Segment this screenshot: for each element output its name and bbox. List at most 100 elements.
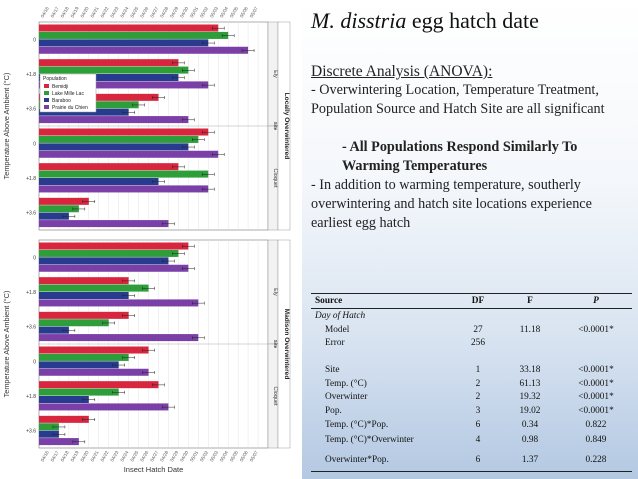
x-tick-label-bottom: 04/27 — [149, 450, 159, 463]
row-source: Overwinter — [325, 392, 368, 403]
overwinter-panel-label: Locally Overwintered — [283, 93, 290, 160]
hatch-bar — [39, 46, 249, 54]
table-section-row: Day of Hatch — [311, 309, 632, 323]
x-tick-label-top: 05/01 — [189, 6, 199, 19]
title-rest: egg hatch date — [406, 8, 539, 33]
hatch-bar — [39, 264, 189, 272]
anova-table: Source DF F P Day of Hatch Model 27 11.1… — [311, 293, 632, 473]
row-p: <0.0001* — [578, 405, 614, 416]
temp-tick-label: 0 — [33, 141, 36, 147]
legend-swatch — [44, 84, 49, 88]
x-tick-label-top: 04/23 — [109, 6, 119, 19]
row-p: <0.0001* — [578, 324, 614, 335]
x-tick-label-top: 04/25 — [129, 6, 139, 19]
panel-strip — [277, 21, 291, 231]
hatch-bar — [39, 423, 59, 431]
row-source: Temp. (°C) — [325, 378, 367, 389]
header-df: DF — [471, 296, 485, 306]
x-tick-label-top: 04/19 — [70, 6, 80, 19]
row-df: 2 — [475, 392, 481, 403]
row-df: 2 — [475, 378, 481, 389]
bullet-significance: - Overwintering Location, Temperature Tr… — [311, 82, 605, 117]
row-f: 61.13 — [519, 378, 541, 389]
table-row: Temp. (°C)*Overwinter 4 0.98 0.849 — [311, 431, 632, 451]
row-df: 4 — [475, 435, 481, 446]
hatch-bar — [39, 403, 169, 411]
x-tick-label-top: 05/04 — [219, 6, 229, 19]
x-tick-label-bottom: 04/24 — [119, 450, 129, 463]
temp-tick-label: +3.6 — [26, 211, 36, 217]
site-facet-label: Site — [273, 122, 278, 131]
hatch-bar — [39, 74, 179, 82]
x-tick-label-bottom: 05/07 — [249, 450, 259, 463]
x-tick-label-bottom: 04/22 — [99, 450, 109, 463]
hatch-bar — [39, 415, 89, 423]
row-p: 0.822 — [585, 419, 607, 430]
hatch-bar — [39, 353, 129, 361]
temp-tick-label: +3.6 — [26, 325, 36, 331]
header-p: P — [593, 296, 599, 306]
x-tick-label-top: 04/29 — [169, 6, 179, 19]
row-source: Error — [325, 338, 345, 349]
x-tick-label-top: 04/28 — [159, 6, 169, 19]
x-tick-label-bottom: 04/16 — [40, 450, 50, 463]
hatch-bar — [39, 326, 69, 334]
table-row: Temp. (°C) 2 61.13 <0.0001* — [311, 377, 632, 391]
row-source: Site — [325, 365, 340, 376]
hatch-bar — [39, 438, 79, 446]
x-tick-label-bottom: 05/04 — [219, 450, 229, 463]
x-tick-label-top: 04/27 — [149, 6, 159, 19]
hatch-bar — [39, 212, 69, 220]
hatch-bar — [39, 128, 209, 136]
site-label: Ely — [272, 70, 278, 78]
hatch-bar — [39, 319, 109, 327]
x-tick-label-top: 04/17 — [50, 6, 60, 19]
row-df: 1 — [475, 365, 481, 376]
x-tick-label-bottom: 04/29 — [169, 450, 179, 463]
x-tick-label-bottom: 05/06 — [239, 450, 249, 463]
site-label: Cloquet — [272, 387, 278, 406]
table-row: Error 256 — [311, 336, 632, 363]
x-tick-label-bottom: 04/28 — [159, 450, 169, 463]
legend-title: Population — [43, 76, 67, 82]
row-df: 256 — [471, 338, 485, 349]
hatch-bar — [39, 39, 209, 47]
x-tick-label-bottom: 04/26 — [139, 450, 149, 463]
row-df: 6 — [475, 419, 481, 430]
row-p: 0.849 — [585, 435, 607, 446]
hatch-bar — [39, 388, 119, 396]
x-tick-label-top: 04/22 — [99, 6, 109, 19]
table-row: Temp. (°C)*Pop. 6 0.34 0.822 — [311, 418, 632, 432]
hatch-bar — [39, 299, 199, 307]
temp-tick-label: +1.8 — [26, 290, 36, 296]
hatch-date-chart: Temperature Above Ambient (°C) Temperatur… — [0, 0, 302, 479]
table-row: Overwinter*Pop. 6 1.37 0.228 — [311, 451, 632, 473]
hatch-bar — [39, 66, 189, 74]
hatch-bar — [39, 249, 179, 257]
overwinter-panel-label: Madison Overwintered — [283, 309, 290, 380]
temp-tick-label: +3.6 — [26, 107, 36, 113]
x-tick-label-top: 04/24 — [119, 6, 129, 19]
hatch-bar — [39, 220, 169, 228]
x-tick-label-bottom: 04/19 — [70, 450, 80, 463]
row-source: Overwinter*Pop. — [325, 455, 389, 466]
panel-strip — [277, 239, 291, 449]
x-tick-label-bottom: 04/25 — [129, 450, 139, 463]
bullet-southerly: - In addition to warming temperature, so… — [311, 177, 592, 231]
chart-svg: Temperature Above Ambient (°C) Temperatur… — [2, 6, 291, 474]
legend-label: Bemidji — [52, 84, 68, 90]
temp-tick-label: 0 — [33, 37, 36, 43]
x-tick-label-bottom: 05/01 — [189, 450, 199, 463]
hatch-bar — [39, 31, 229, 39]
hatch-bar — [39, 143, 189, 151]
slide-title: M. disstria egg hatch date — [311, 8, 539, 34]
hatch-bar — [39, 81, 209, 89]
table-row: Model 27 11.18 <0.0001* — [311, 323, 632, 337]
temp-tick-label: 0 — [33, 255, 36, 261]
x-tick-label-bottom: 04/18 — [60, 450, 70, 463]
row-f: 33.18 — [519, 365, 541, 376]
row-df: 6 — [475, 455, 481, 466]
hatch-bar — [39, 116, 189, 124]
hatch-bar — [39, 257, 169, 265]
temp-tick-label: +1.8 — [26, 176, 36, 182]
